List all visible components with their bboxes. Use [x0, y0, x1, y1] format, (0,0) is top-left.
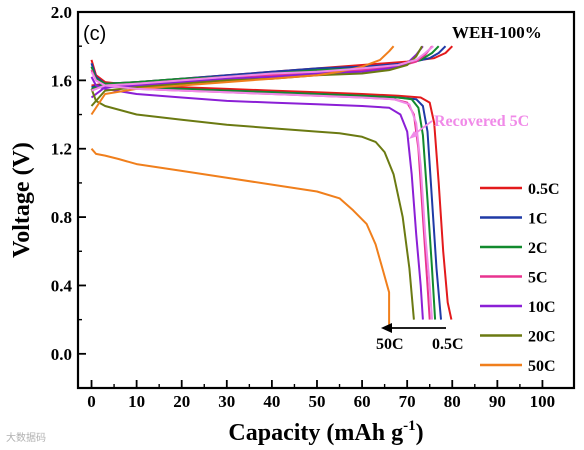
- y-tick-label: 1.2: [51, 140, 72, 159]
- series-7-discharge-line: [90, 71, 433, 320]
- x-tick-label: 80: [444, 392, 461, 411]
- legend-label: 5C: [528, 270, 548, 287]
- recovered-label: Recovered 5C: [434, 113, 529, 130]
- x-axis-title: Capacity (mAh g-1): [228, 418, 423, 446]
- y-tick-label: 2.0: [51, 3, 72, 22]
- y-tick-label: 0.8: [51, 208, 72, 227]
- x-axis-title-close: ): [416, 420, 424, 446]
- x-tick-label: 0: [87, 392, 96, 411]
- legend-label: 10C: [528, 299, 556, 316]
- legend-label: 0.5C: [528, 181, 560, 198]
- legend: 0.5C 1C 2C 5C 10C 20C 50C: [480, 181, 560, 375]
- x-tick-label: 20: [173, 392, 190, 411]
- rate-arrow-head: [381, 323, 392, 333]
- panel-label: (c): [83, 23, 106, 45]
- legend-label: 2C: [528, 240, 548, 257]
- ticks-layer: 0 10 20 30 40 50 60 70 80 90 100 0.0 0.4 0.8 1.2 1.6 2.0: [51, 3, 555, 411]
- x-tick-label: 30: [218, 392, 235, 411]
- x-tick-label: 50: [308, 392, 325, 411]
- rate-arrow-left-label: 50C: [376, 336, 404, 353]
- watermark: 大数据码: [6, 431, 46, 444]
- x-axis-title-main: Capacity (mAh g: [228, 420, 403, 446]
- series-6-charge-line: [90, 45, 395, 116]
- series-7-charge-line: [91, 45, 434, 92]
- legend-label: 20C: [528, 329, 556, 346]
- x-tick-label: 70: [399, 392, 416, 411]
- sample-label: WEH-100%: [452, 23, 542, 42]
- x-axis-title-sup: -1: [403, 418, 416, 434]
- series-6-discharge-line: [90, 148, 391, 325]
- legend-label: 50C: [528, 358, 556, 375]
- x-tick-label: 40: [263, 392, 280, 411]
- x-tick-label: 10: [128, 392, 145, 411]
- y-axis-title: Voltage (V): [9, 142, 35, 258]
- y-tick-label: 0.4: [51, 276, 73, 295]
- x-tick-label: 90: [489, 392, 506, 411]
- curves-layer: [90, 45, 454, 325]
- legend-label: 1C: [528, 211, 548, 228]
- y-tick-label: 0.0: [51, 345, 72, 364]
- plot-frame: [76, 10, 576, 390]
- rate-arrow-right-label: 0.5C: [432, 336, 464, 353]
- series-5-discharge-line: [90, 88, 415, 320]
- y-tick-label: 1.6: [51, 71, 72, 90]
- x-tick-label: 100: [530, 392, 556, 411]
- recovered-arrow-head: [409, 131, 418, 139]
- x-tick-label: 60: [354, 392, 371, 411]
